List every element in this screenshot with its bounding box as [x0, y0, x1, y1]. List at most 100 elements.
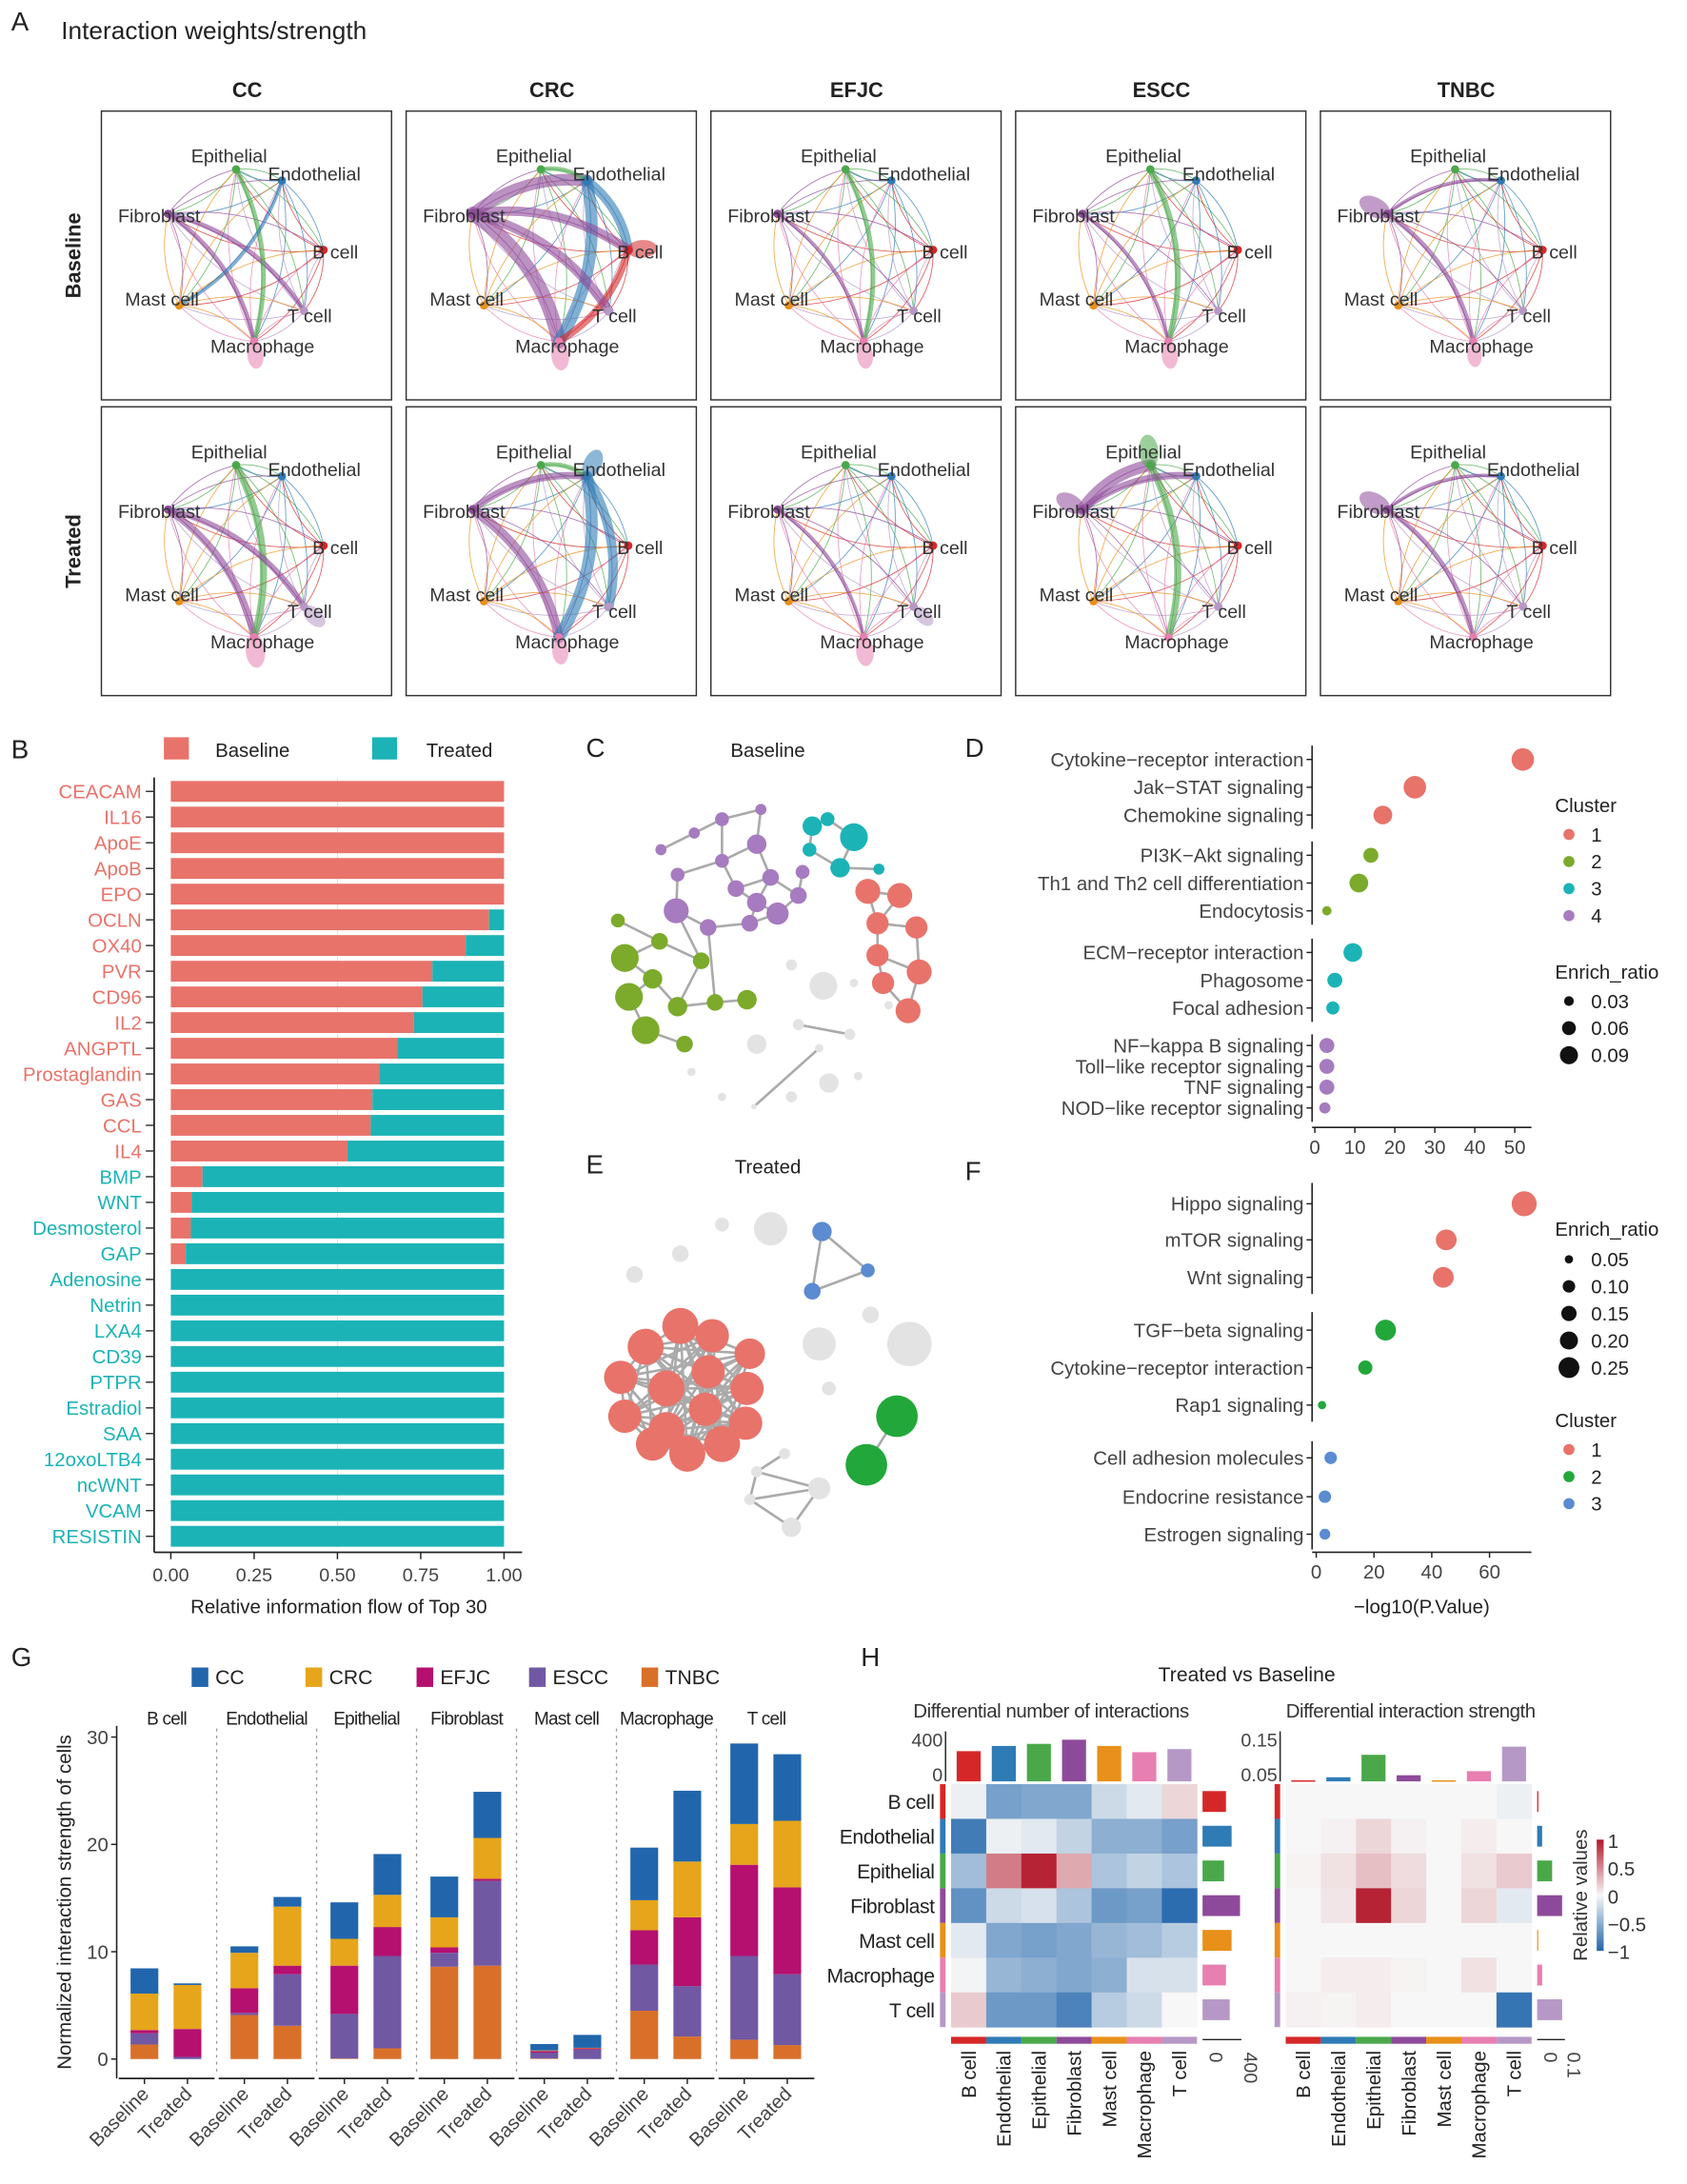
network-node — [664, 898, 689, 923]
edge — [1454, 465, 1524, 607]
node-label: Fibroblast — [1337, 502, 1419, 523]
bar-segment-tnbc — [473, 1965, 502, 2059]
strong-edge — [1146, 461, 1181, 642]
col-label: Endothelial — [995, 2051, 1016, 2147]
dot-4 — [1319, 1059, 1335, 1074]
edge — [1473, 310, 1523, 343]
edge — [1093, 305, 1169, 343]
edge — [1497, 476, 1524, 607]
edge — [1078, 509, 1094, 602]
node-b-cell — [928, 541, 938, 550]
node-mast-cell — [479, 301, 488, 310]
edge — [863, 310, 914, 343]
col-total-bar — [1132, 1752, 1157, 1782]
network-node — [668, 1435, 705, 1472]
bar-segment-cc — [330, 1902, 359, 1939]
node-b-cell — [319, 246, 328, 254]
heatmap-cell — [1391, 1957, 1427, 1994]
edge — [179, 545, 325, 602]
heatmap-cell — [1126, 1957, 1162, 1994]
node-fibroblast — [1078, 209, 1087, 218]
network-node — [751, 1103, 757, 1110]
facet-label: T cell — [747, 1709, 786, 1729]
network-node — [715, 812, 729, 826]
edge — [472, 213, 560, 343]
heatmap-cell — [1391, 1818, 1427, 1855]
strong-edge — [467, 505, 564, 643]
strong-edge — [775, 211, 866, 344]
edge — [1149, 169, 1220, 311]
node-label: Epithelial — [1410, 442, 1486, 463]
network-node — [862, 1306, 880, 1323]
term-label: Toll−like receptor signaling — [1076, 1057, 1304, 1078]
bar-segment-tnbc — [630, 2011, 659, 2059]
edge — [788, 591, 914, 607]
col-label: Macrophage — [1135, 2051, 1156, 2158]
network-node — [820, 812, 835, 826]
network-node — [688, 827, 701, 839]
edge — [1093, 169, 1151, 307]
network-node — [610, 913, 625, 928]
col-label: T cell — [1170, 2051, 1191, 2096]
edge — [777, 475, 892, 510]
y-axis-label: Normalized interaction strength of cells — [54, 1735, 75, 2070]
facet-label: B cell — [147, 1709, 187, 1729]
edge — [1398, 249, 1543, 307]
edge — [1386, 213, 1524, 311]
edge — [178, 545, 324, 602]
node-label: B cell — [312, 242, 358, 263]
node-endothelial — [277, 176, 287, 185]
node-fibroblast — [164, 209, 172, 218]
network-node — [688, 1392, 723, 1426]
edge — [844, 465, 872, 638]
heatmap-cell — [1126, 1818, 1162, 1855]
strong-edge — [466, 173, 593, 220]
heatmap-cell — [1496, 1818, 1533, 1855]
edge — [179, 296, 305, 312]
category-label: PTPR — [89, 1373, 141, 1394]
network-node — [615, 983, 644, 1011]
heatmap-cell — [1161, 1992, 1198, 2028]
col-total-bar — [1291, 1780, 1316, 1782]
edge — [1398, 305, 1474, 343]
bar-segment-crc — [673, 1861, 702, 1917]
col-color-strip — [1021, 2036, 1057, 2044]
term-label: Cytokine−receptor interaction — [1050, 1359, 1303, 1380]
dot-3 — [1343, 943, 1362, 963]
node-macrophage — [249, 337, 259, 347]
legend-label: 0.20 — [1591, 1331, 1629, 1352]
colorbar — [1597, 1839, 1604, 1951]
network-node — [795, 864, 810, 880]
self-loop-edge — [246, 634, 266, 668]
edge — [1398, 545, 1543, 602]
node-label: T cell — [1201, 306, 1246, 327]
dot-2 — [1375, 1320, 1397, 1341]
row-color-strip — [940, 1818, 946, 1854]
node-label: Endothelial — [1182, 165, 1275, 186]
node-label: Endothelial — [1487, 165, 1579, 186]
bar-segment-crc — [530, 2050, 559, 2052]
heatmap-cell — [1161, 1783, 1198, 1819]
heatmap-cell — [1126, 1783, 1162, 1819]
panel-frame — [1015, 109, 1307, 401]
edge — [1522, 546, 1543, 607]
network-node — [746, 834, 767, 854]
x-axis-label: Relative information flow of Top 30 — [190, 1598, 487, 1618]
edge — [845, 169, 934, 250]
node-mast-cell — [479, 597, 488, 606]
edge — [777, 213, 915, 311]
network-node — [730, 1371, 764, 1405]
edge — [1168, 606, 1220, 638]
heatmap-title: Differential interaction strength — [1286, 1701, 1536, 1722]
category-label: ncWNT — [77, 1476, 142, 1497]
right-tick-label: 0 — [1539, 2052, 1560, 2062]
edge — [281, 476, 325, 546]
row-color-strip — [940, 1922, 946, 1958]
edge — [472, 508, 609, 607]
edge — [253, 310, 305, 343]
edge — [787, 180, 892, 306]
network-edge — [620, 1334, 713, 1379]
heatmap-cell — [1391, 1853, 1427, 1889]
node-label: Macrophage — [515, 632, 619, 653]
category-label: OCLN — [88, 910, 142, 931]
